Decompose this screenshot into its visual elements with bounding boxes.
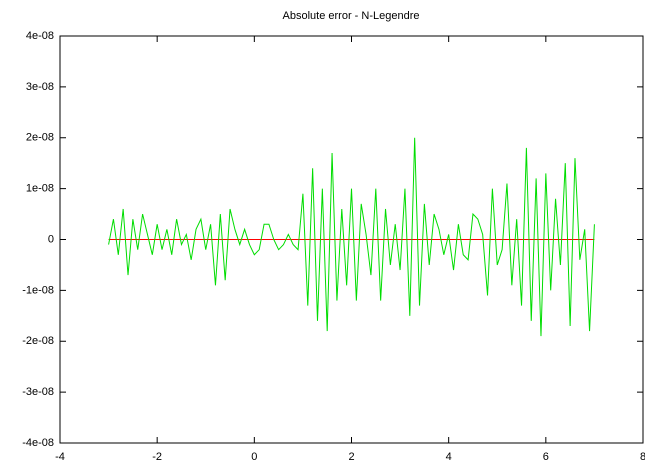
chart-title: Absolute error - N-Legendre bbox=[283, 10, 420, 22]
y-tick-label: 2e-08 bbox=[26, 132, 54, 144]
y-tick-label: 1e-08 bbox=[26, 183, 54, 195]
x-tick-label: -2 bbox=[152, 451, 162, 463]
x-tick-label: 4 bbox=[446, 451, 452, 463]
y-tick-label: -4e-08 bbox=[22, 437, 54, 449]
x-tick-label: 6 bbox=[543, 451, 549, 463]
x-tick-label: 8 bbox=[640, 451, 645, 463]
y-tick-label: -2e-08 bbox=[22, 335, 54, 347]
series-line bbox=[108, 137, 595, 337]
y-tick-label: -1e-08 bbox=[22, 284, 54, 296]
x-tick-label: 0 bbox=[251, 451, 257, 463]
y-tick-label: -3e-08 bbox=[22, 386, 54, 398]
y-tick-label: 4e-08 bbox=[26, 30, 54, 42]
x-tick-label: 2 bbox=[348, 451, 354, 463]
x-tick-label: -4 bbox=[55, 451, 65, 463]
y-tick-label: 3e-08 bbox=[26, 81, 54, 93]
y-tick-label: 0 bbox=[48, 233, 54, 245]
